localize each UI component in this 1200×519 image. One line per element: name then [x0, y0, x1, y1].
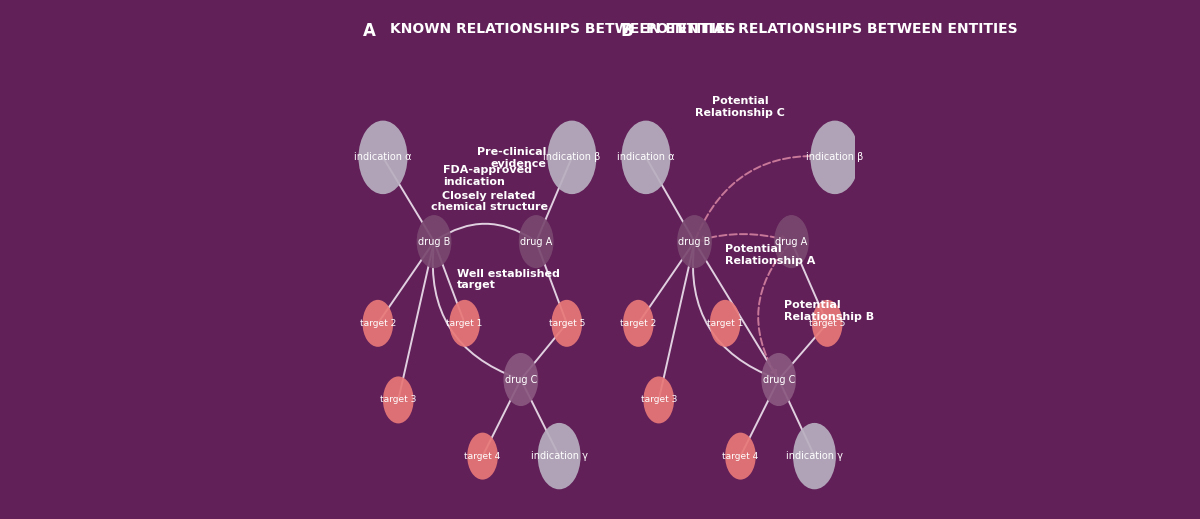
- Text: indication α: indication α: [617, 153, 674, 162]
- Ellipse shape: [383, 376, 414, 424]
- Ellipse shape: [761, 353, 796, 406]
- Text: A: A: [362, 22, 376, 40]
- Text: target 1: target 1: [446, 319, 482, 328]
- Text: drug A: drug A: [775, 237, 808, 247]
- Text: Potential
Relationship C: Potential Relationship C: [696, 96, 785, 118]
- Text: target 2: target 2: [620, 319, 656, 328]
- Text: KNOWN RELATIONSHIPS BETWEEN ENTITIES: KNOWN RELATIONSHIPS BETWEEN ENTITIES: [390, 22, 736, 36]
- Text: Well established
target: Well established target: [457, 269, 560, 290]
- Ellipse shape: [467, 433, 498, 480]
- Ellipse shape: [547, 120, 596, 194]
- Text: indication γ: indication γ: [530, 451, 588, 461]
- Text: indication β: indication β: [806, 153, 864, 162]
- Text: target 4: target 4: [722, 452, 758, 460]
- Ellipse shape: [810, 120, 859, 194]
- Text: target 2: target 2: [360, 319, 396, 328]
- Ellipse shape: [362, 300, 394, 347]
- Ellipse shape: [552, 300, 582, 347]
- Text: target 3: target 3: [641, 395, 677, 404]
- Ellipse shape: [622, 120, 671, 194]
- Text: indication α: indication α: [354, 153, 412, 162]
- Ellipse shape: [643, 376, 674, 424]
- Ellipse shape: [359, 120, 408, 194]
- Ellipse shape: [623, 300, 654, 347]
- Ellipse shape: [504, 353, 539, 406]
- Ellipse shape: [677, 215, 712, 268]
- Text: indication β: indication β: [544, 153, 601, 162]
- Text: target 5: target 5: [548, 319, 584, 328]
- Ellipse shape: [774, 215, 809, 268]
- Ellipse shape: [793, 423, 836, 489]
- Ellipse shape: [538, 423, 581, 489]
- Text: target 1: target 1: [707, 319, 743, 328]
- Text: POTENTIAL RELATIONSHIPS BETWEEN ENTITIES: POTENTIAL RELATIONSHIPS BETWEEN ENTITIES: [646, 22, 1018, 36]
- Text: drug C: drug C: [505, 375, 538, 385]
- Ellipse shape: [449, 300, 480, 347]
- Text: target 5: target 5: [809, 319, 846, 328]
- Text: FDA-approved
indication: FDA-approved indication: [443, 165, 533, 187]
- Ellipse shape: [725, 433, 756, 480]
- Text: drug B: drug B: [418, 237, 450, 247]
- Ellipse shape: [709, 300, 740, 347]
- Text: target 3: target 3: [380, 395, 416, 404]
- Text: target 4: target 4: [464, 452, 500, 460]
- Text: drug C: drug C: [762, 375, 794, 385]
- Ellipse shape: [416, 215, 451, 268]
- Ellipse shape: [812, 300, 842, 347]
- Text: indication γ: indication γ: [786, 451, 842, 461]
- Text: Closely related
chemical structure: Closely related chemical structure: [431, 190, 547, 212]
- Text: Potential
Relationship B: Potential Relationship B: [784, 301, 874, 322]
- Text: Pre-clinical
evidence: Pre-clinical evidence: [478, 147, 546, 169]
- Text: drug A: drug A: [520, 237, 552, 247]
- Ellipse shape: [518, 215, 553, 268]
- Text: B: B: [620, 22, 634, 40]
- Text: Potential
Relationship A: Potential Relationship A: [725, 244, 816, 266]
- Text: drug B: drug B: [678, 237, 710, 247]
